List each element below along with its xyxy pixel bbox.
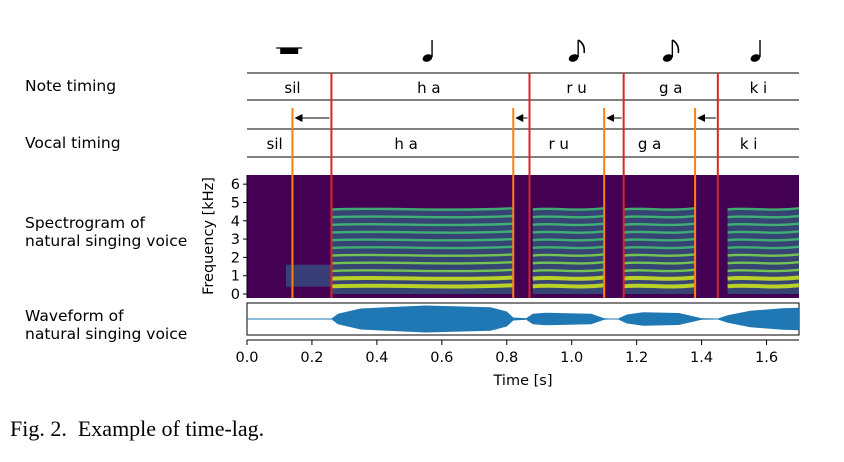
spectrogram-label: Spectrogram of natural singing voice xyxy=(25,214,187,250)
note-phoneme-label: g a xyxy=(659,79,682,97)
breath-noise xyxy=(285,264,332,287)
vocal-phoneme-label: sil xyxy=(267,135,283,153)
voiced-segment xyxy=(727,207,800,294)
x-tick-label: 1.0 xyxy=(560,350,583,366)
y-tick-label: 5 xyxy=(231,195,240,211)
x-axis-label: Time [s] xyxy=(493,373,553,389)
y-tick-label: 2 xyxy=(231,250,240,266)
waveform xyxy=(246,302,800,336)
y-tick-label: 1 xyxy=(231,269,240,285)
note-timing-label: Note timing xyxy=(25,77,117,95)
voiced-segment xyxy=(623,207,696,294)
x-tick-label: 0.8 xyxy=(495,350,518,366)
note-symbols xyxy=(276,39,761,62)
vocal-timing-label: Vocal timing xyxy=(25,134,121,152)
caption-text: Example of time-lag. xyxy=(77,416,265,441)
time-lag-figure: sil h a r u g a k i sil h a r u g a k i 0 1 2 3 4 5 6 Fr… xyxy=(201,39,800,389)
timing-tiers: sil h a r u g a k i sil h a r u g a k i xyxy=(247,72,799,158)
figure-caption: Fig. 2. Example of time-lag. xyxy=(10,416,264,442)
boundary-lines xyxy=(291,73,719,298)
y-tick-label: 6 xyxy=(231,177,240,193)
waveform-label-line2: natural singing voice xyxy=(25,325,188,343)
x-tick-label: 0.0 xyxy=(235,350,258,366)
vocal-phoneme-label: r u xyxy=(548,135,568,153)
eighth-note-icon xyxy=(662,39,680,62)
quarter-note-icon xyxy=(422,40,433,62)
x-tick-label: 0.4 xyxy=(365,350,388,366)
waveform-label: Waveform of natural singing voice xyxy=(25,307,187,343)
note-phoneme-label: k i xyxy=(750,79,768,97)
voiced-segment xyxy=(532,207,605,294)
x-tick-label: 1.6 xyxy=(755,350,778,366)
x-tick-label: 0.2 xyxy=(300,350,323,366)
note-phoneme-label: sil xyxy=(284,79,300,97)
note-phoneme-label: r u xyxy=(566,79,586,97)
spectrogram xyxy=(247,175,800,298)
vocal-phoneme-label: g a xyxy=(638,135,661,153)
vocal-phoneme-label: k i xyxy=(740,135,758,153)
quarter-note-icon xyxy=(750,40,761,62)
y-tick-label: 0 xyxy=(231,287,240,303)
y-tick-label: 3 xyxy=(231,232,240,248)
x-tick-label: 0.6 xyxy=(430,350,453,366)
spectrogram-label-line2: natural singing voice xyxy=(25,232,188,250)
vocal-phoneme-label: h a xyxy=(394,135,417,153)
rest-note-icon xyxy=(276,47,303,54)
x-tick-label: 1.2 xyxy=(625,350,648,366)
voiced-segment xyxy=(331,207,514,294)
axes: 0 1 2 3 4 5 6 Frequency [kHz] 0.0 0.2 0.4 0.6 0.8 1.0… xyxy=(201,175,799,389)
x-tick-label: 1.4 xyxy=(690,350,713,366)
eighth-note-icon xyxy=(568,39,586,62)
caption-label: Fig. 2. xyxy=(10,416,67,441)
waveform-label-line1: Waveform of xyxy=(25,307,124,325)
note-phoneme-label: h a xyxy=(417,79,440,97)
spectrogram-label-line1: Spectrogram of xyxy=(25,214,146,232)
y-axis-label: Frequency [kHz] xyxy=(201,177,217,295)
y-tick-label: 4 xyxy=(231,214,240,230)
